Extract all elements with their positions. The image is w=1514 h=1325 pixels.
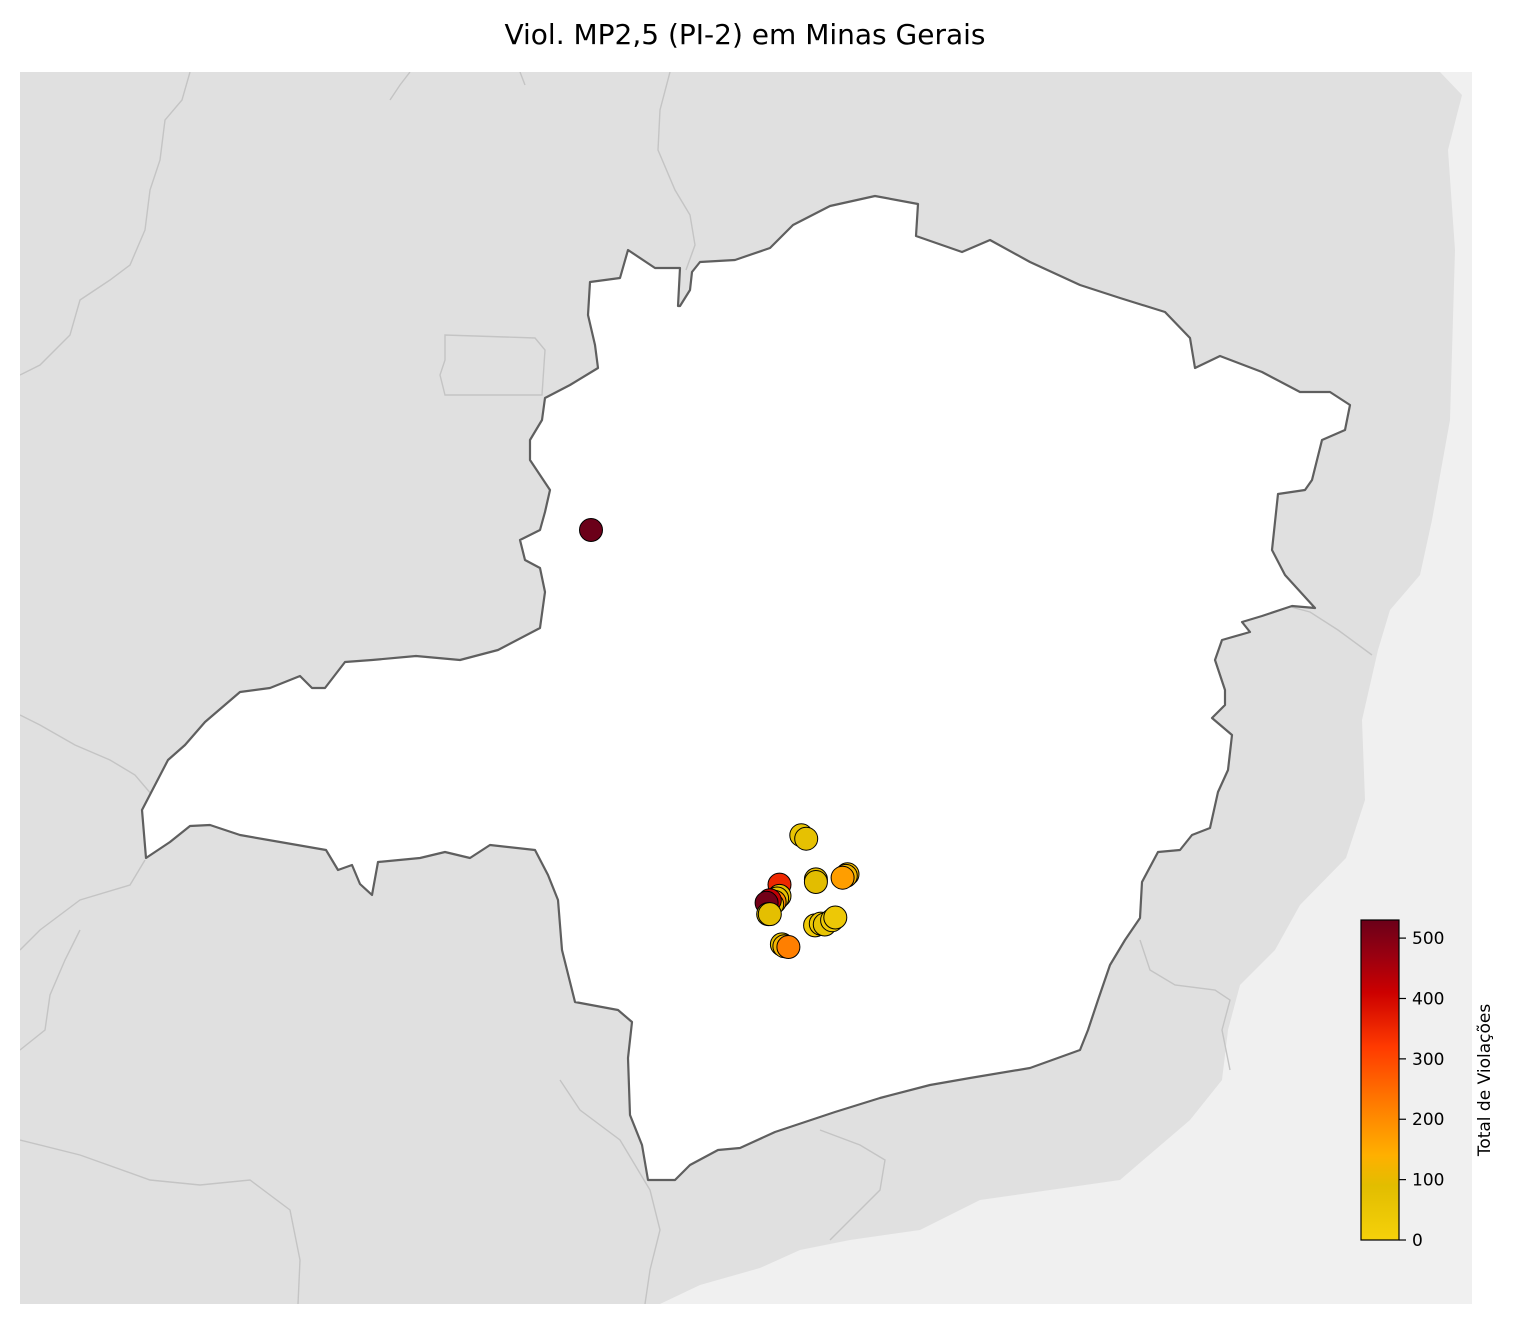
violation-point [830, 865, 855, 890]
colorbar-tick-label: 200 [1412, 1110, 1444, 1130]
minas-gerais-state [140, 194, 1352, 1182]
neighbor-borders [20, 72, 1373, 1304]
colorbar: 0 100 200 300 400 500 Total de Violações [1360, 919, 1495, 1251]
violation-point [803, 870, 828, 894]
colorbar-tick-label: 0 [1412, 1231, 1423, 1251]
colorbar-tick-label: 300 [1412, 1050, 1444, 1070]
colorbar-tick-label: 400 [1412, 989, 1444, 1009]
violation-point [757, 902, 782, 927]
map-area [20, 72, 1472, 1304]
violation-point [794, 826, 819, 851]
violation-point [579, 518, 603, 542]
colorbar-tick-label: 500 [1412, 929, 1444, 949]
colorbar-bar [1360, 919, 1400, 1241]
violation-points [579, 518, 860, 959]
colorbar-ticks: 0 100 200 300 400 500 [1399, 929, 1444, 1251]
violation-point [776, 935, 801, 959]
violation-point [823, 905, 848, 930]
map-title: Viol. MP2,5 (PI-2) em Minas Gerais [504, 18, 985, 51]
colorbar-tick-label: 100 [1412, 1171, 1444, 1191]
colorbar-label: Total de Violações [1475, 1004, 1495, 1157]
